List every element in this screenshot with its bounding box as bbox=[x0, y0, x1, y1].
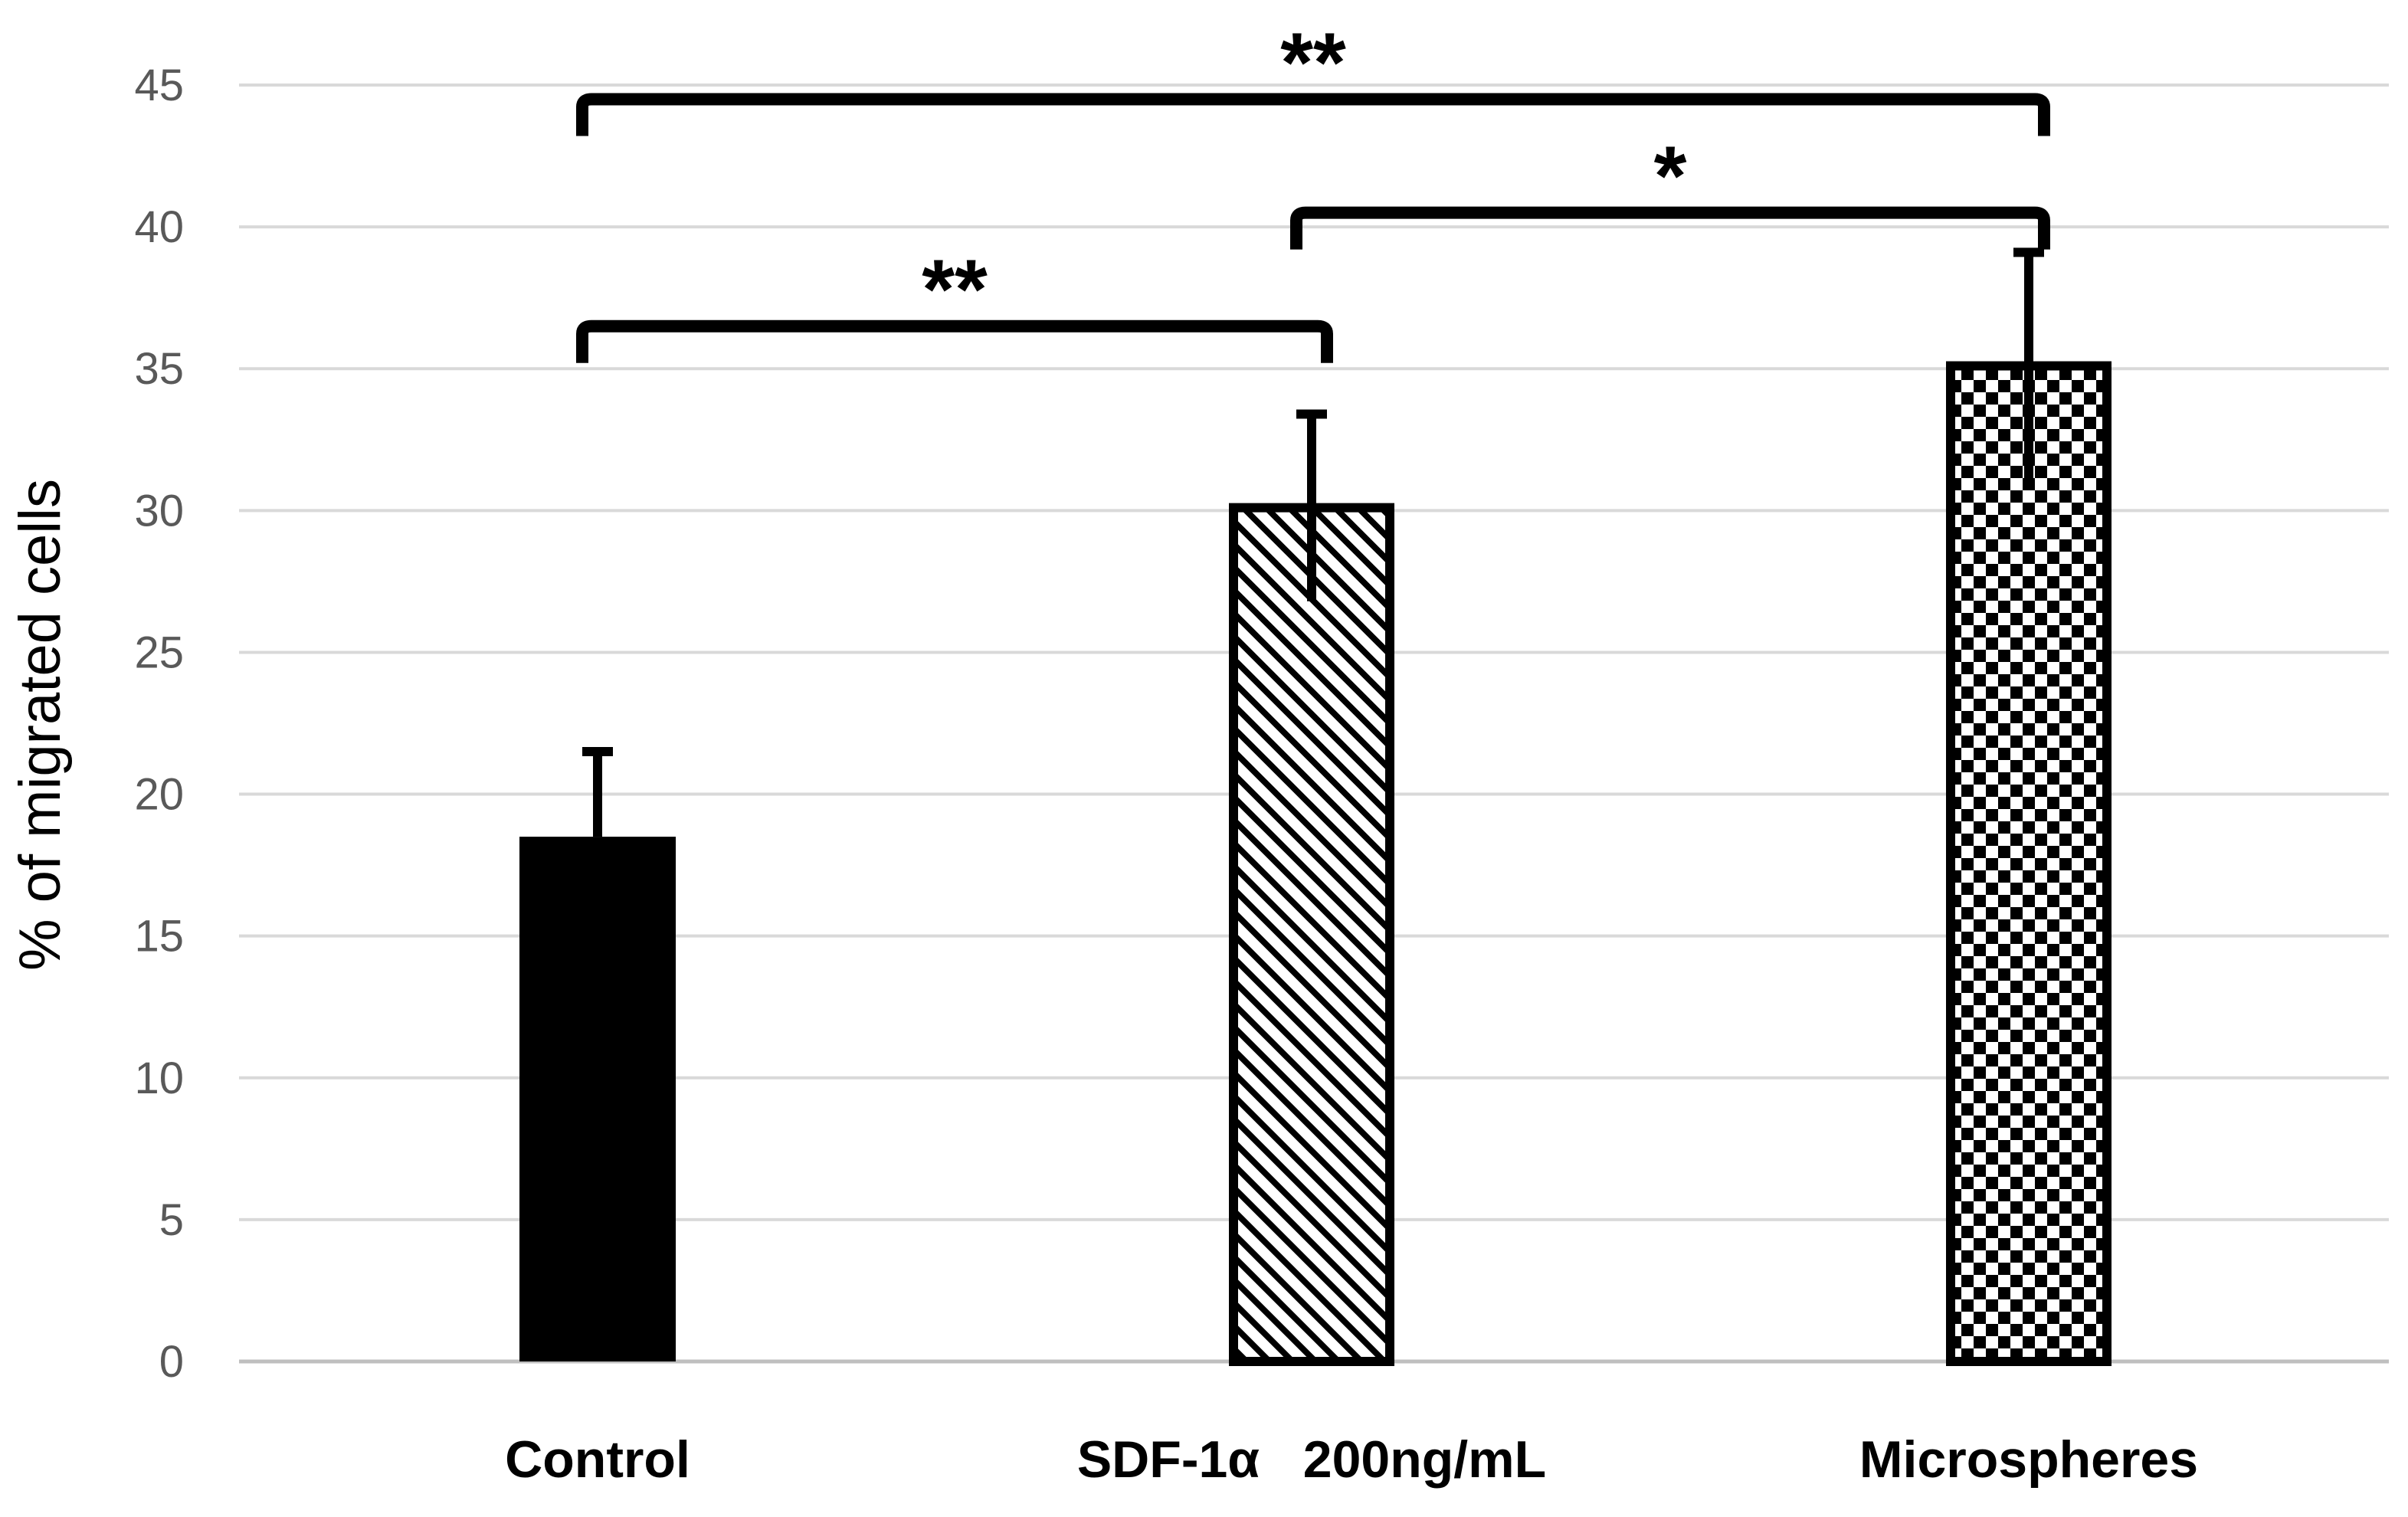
category-label-3: Microspheres bbox=[1859, 1430, 2198, 1489]
y-tick-label: 15 bbox=[134, 912, 184, 962]
significance-brackets: ***** bbox=[576, 16, 2050, 363]
significance-bracket-3 bbox=[576, 319, 1333, 363]
y-tick-label: 20 bbox=[134, 770, 184, 820]
category-label-1: Control bbox=[505, 1430, 690, 1489]
significance-bracket-1 bbox=[576, 93, 2050, 136]
x-axis-labels: Control SDF-1α 200ng/mL Microspheres bbox=[505, 1430, 2198, 1489]
y-tick-label: 45 bbox=[134, 61, 184, 110]
y-axis-title: % of migrated cells bbox=[8, 479, 73, 971]
category-label-2: SDF-1α 200ng/mL bbox=[1077, 1430, 1546, 1489]
y-tick-label: 35 bbox=[134, 344, 184, 394]
significance-bracket-2 bbox=[1290, 206, 2050, 250]
y-tick-label: 30 bbox=[134, 486, 184, 536]
significance-label-2: * bbox=[1654, 129, 1687, 224]
bar-1 bbox=[519, 837, 676, 1361]
bars bbox=[519, 361, 2112, 1366]
bar-3 bbox=[1946, 361, 2112, 1366]
y-tick-label: 10 bbox=[134, 1053, 184, 1103]
significance-label-3: ** bbox=[922, 243, 988, 337]
significance-label-1: ** bbox=[1280, 16, 1346, 110]
bar-2 bbox=[1229, 503, 1394, 1366]
y-tick-label: 0 bbox=[159, 1337, 184, 1387]
y-tick-label: 40 bbox=[134, 202, 184, 252]
y-axis-ticks: 0 5 10 15 20 25 30 35 40 45 bbox=[134, 61, 184, 1387]
error-bars bbox=[582, 247, 2044, 837]
y-tick-label: 5 bbox=[159, 1195, 184, 1245]
y-tick-label: 25 bbox=[134, 627, 184, 677]
